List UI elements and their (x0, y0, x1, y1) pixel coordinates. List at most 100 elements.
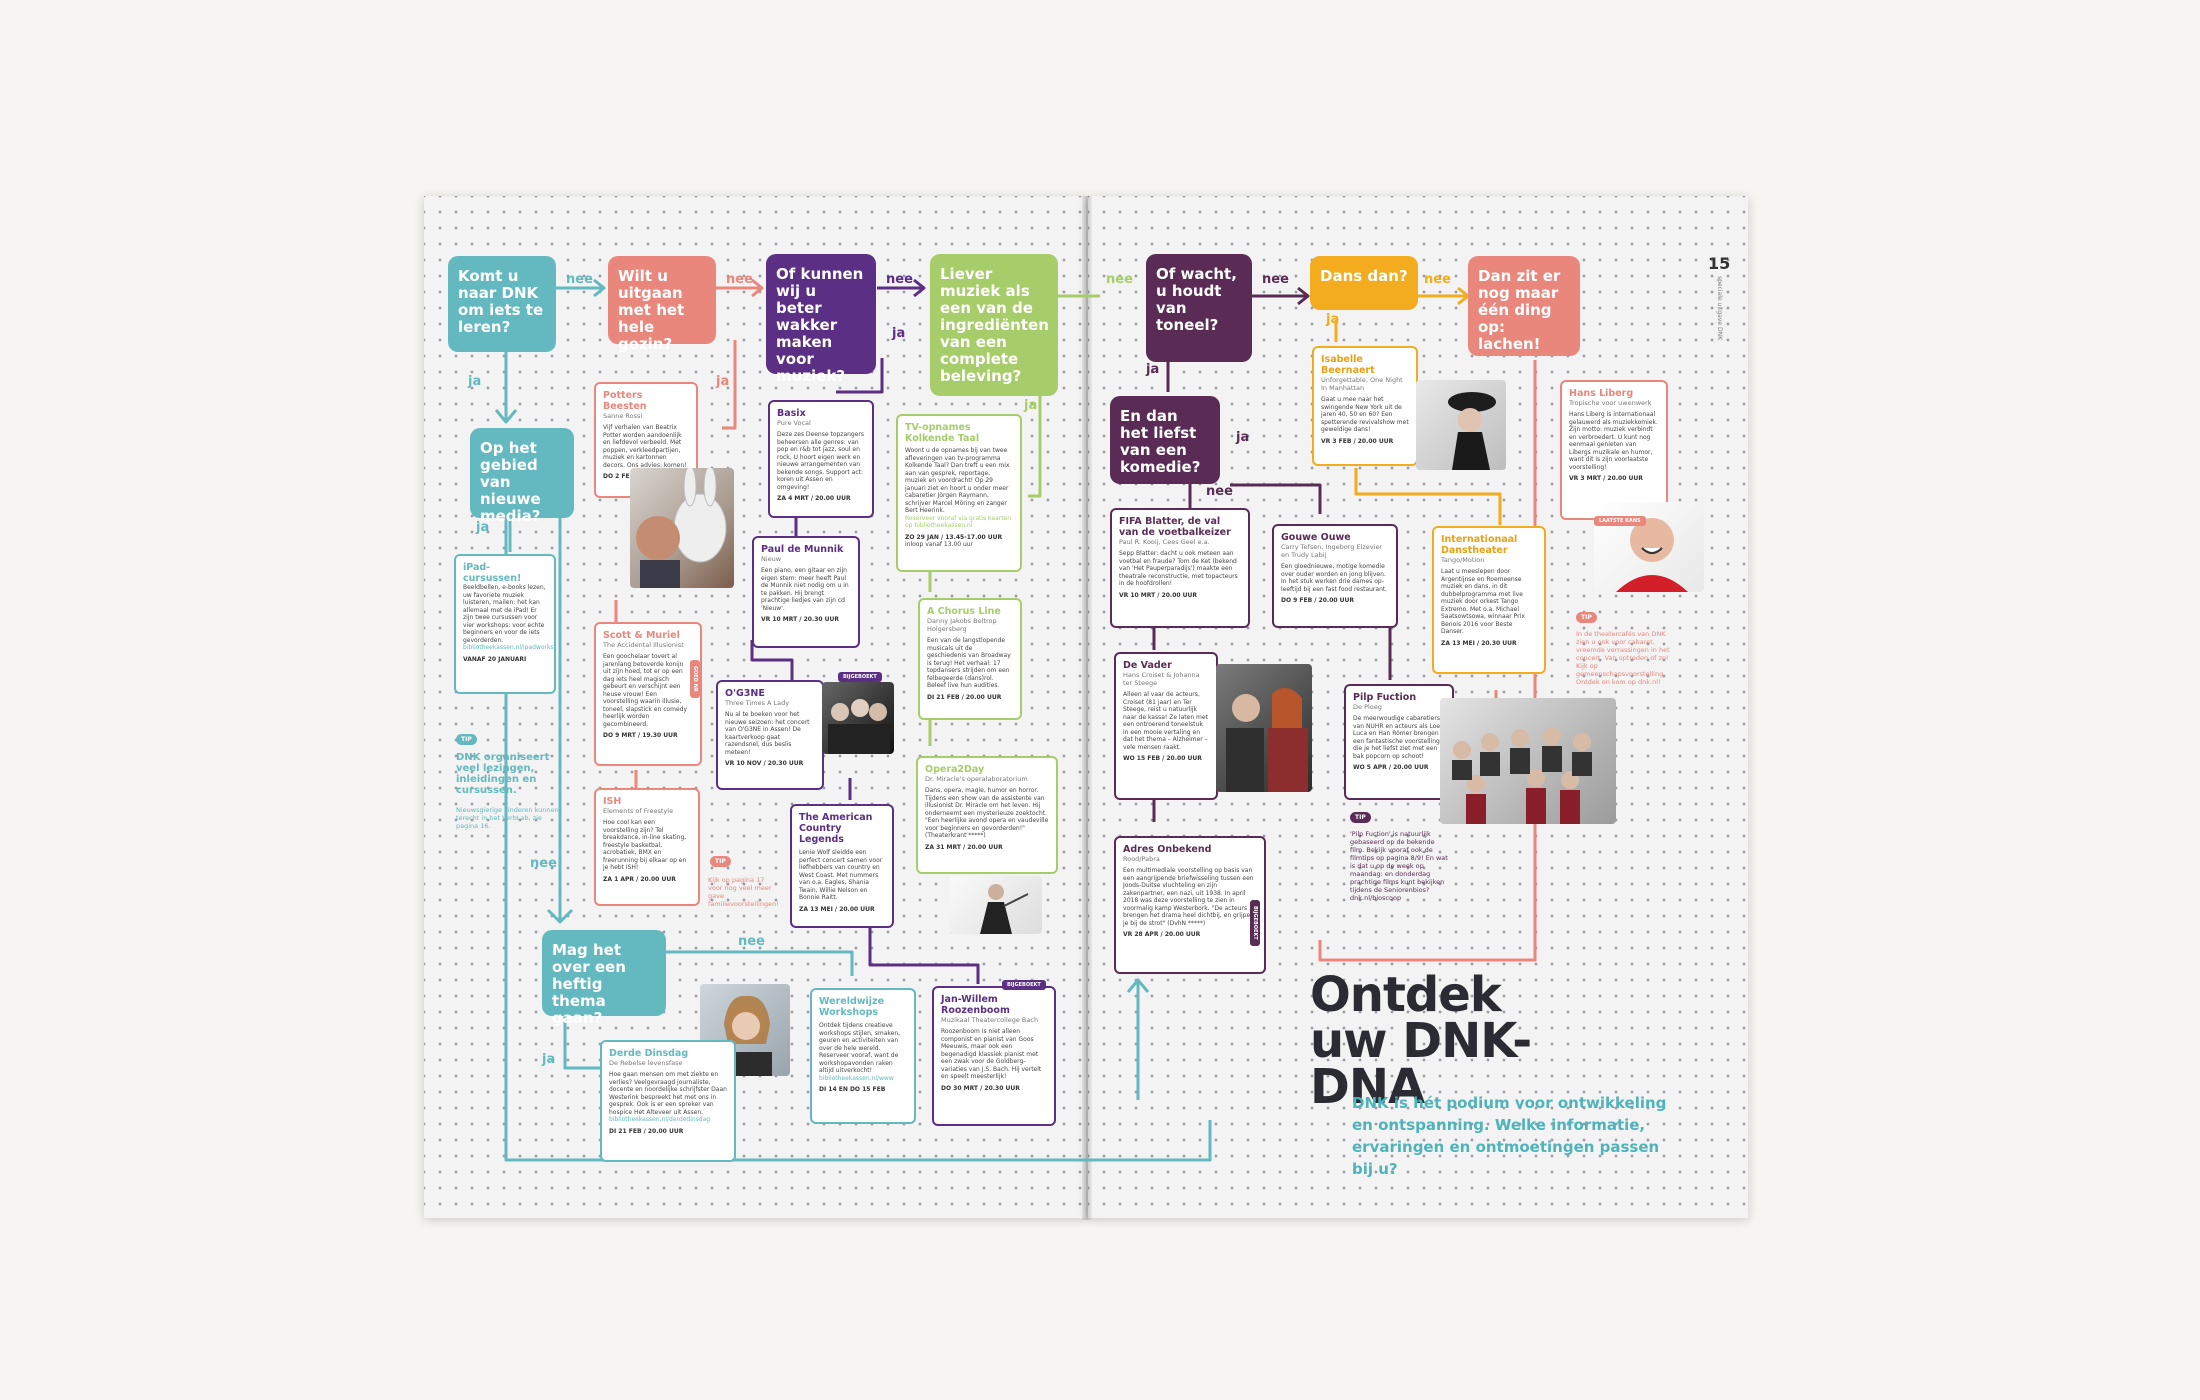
card-ish: ISH Elements of Freestyle Hoe cool kan e… (594, 788, 700, 906)
card-body: Een gloednieuwe, motige komedie over oud… (1281, 563, 1388, 593)
label-no: nee (726, 272, 753, 287)
card-date: VR 28 APR / 20.00 UUR (1123, 931, 1201, 938)
card-subtitle: De Ploeg (1353, 703, 1382, 711)
og3ne-photo (822, 682, 894, 754)
card-title: Adres Onbekend (1123, 844, 1212, 855)
card-body: Woont u de opnames bij van twee afleveri… (905, 447, 1010, 514)
label-yes: ja (716, 374, 730, 389)
card-date: VR 3 MRT / 20.00 UUR (1569, 475, 1643, 482)
card-title: Internationaal Danstheater (1441, 534, 1518, 556)
card-gouwe-ouwe: Gouwe Ouwe Carry Tefsen, Ingeborg Elzevi… (1272, 524, 1398, 628)
label-no: nee (1206, 484, 1233, 499)
label-yes: ja (1146, 362, 1160, 377)
card-body: Gaat u mee naar het swingende New York u… (1321, 396, 1409, 433)
card-subtitle: Nieuw (761, 555, 782, 563)
tip-badge: TIP (710, 856, 731, 867)
card-body: Hoe cool kan een voorstelling zijn? Tel … (603, 819, 687, 871)
question-experience: Liever muziek als een van de ingrediënte… (930, 254, 1058, 396)
card-og3ne: O'G3NE Three Times A Lady Nu al te boeke… (716, 680, 824, 790)
card-title: Pilp Fuction (1353, 692, 1417, 703)
side-tag: GOED NR (690, 660, 700, 698)
card-subtitle: Pure Vocal (777, 419, 811, 427)
card-body: Roozenboom is niet alleen componist en p… (941, 1028, 1042, 1080)
card-pilp-fuction: Pilp Fuction De Ploeg De meerwoudige cab… (1344, 684, 1454, 800)
card-body: Dans, opera, magie, humor en horror. Tij… (925, 787, 1049, 839)
label-no: nee (566, 272, 593, 287)
question-music: Of kunnen wij u beter wakker maken voor … (766, 254, 876, 385)
card-title: TV-opnames Kolkende Taal (905, 422, 980, 444)
card-subtitle: The Accidental Illusionist (603, 641, 684, 649)
card-internationaal-danstheater: Internationaal Danstheater Tango/Motion … (1432, 526, 1546, 674)
question-laugh: Dan zit er nog maar één ding op: lachen! (1468, 256, 1580, 356)
question-comedy: En dan het liefst van een komedie? (1110, 396, 1220, 484)
dancer-photo (1416, 380, 1506, 470)
card-hans-liberg: Hans Liberg Tropische voor uwenwerk Hans… (1560, 380, 1668, 520)
card-date: DI 14 EN DO 15 FEB (819, 1086, 886, 1093)
card-title: Derde Dinsdag (609, 1048, 689, 1059)
card-date: ZA 4 MRT / 20.00 UUR (777, 495, 851, 502)
card-basix: Basix Pure Vocal Deze zes Deense topzang… (768, 400, 874, 518)
card-title: Hans Liberg (1569, 388, 1634, 399)
card-date: ZO 29 JAN / 13.45-17.00 UUR (905, 533, 1003, 541)
card-date: VR 10 MRT / 20.00 UUR (1119, 591, 1198, 599)
card-date: DO 9 FEB / 20.00 UUR (1281, 597, 1355, 604)
card-subtitle: Dr. Miracle's operalaboratorium (925, 775, 1028, 783)
label-yes: ja (892, 326, 906, 341)
card-body: Lenie Wolf sleidde een perfect concert s… (799, 849, 883, 901)
cast-group-illustration (1452, 727, 1592, 824)
label-no: nee (1262, 272, 1289, 287)
tip-body: 'Pilp Fuction' is natuurlijk gebaseerd o… (1350, 830, 1448, 902)
booked-badge: BIJGEBOEKT (1250, 900, 1260, 946)
tip-title: DNK organiseert veel lezingen, inleiding… (456, 752, 550, 796)
card-date: DI 21 FEB / 20.00 UUR (609, 1127, 684, 1135)
card-link[interactable]: Reserveer vooraf via gratis kaarten op b… (905, 514, 1012, 530)
card-subtitle: Tango/Motion (1441, 556, 1485, 564)
tip-body: Kijk op pagina 17 voor nog veel meer gav… (708, 876, 779, 908)
card-body: Nu al te boeken voor het nieuwe seizoen:… (725, 711, 810, 756)
page-fold (1082, 196, 1092, 1220)
card-link[interactable]: bibliotheekassen.nl/ipadworkshop (463, 644, 556, 651)
card-link[interactable]: bibliotheekassen.nl/www (819, 1074, 894, 1082)
two-actors-illustration (1226, 687, 1308, 792)
card-subtitle: Sanne Rossi (603, 412, 643, 420)
card-link[interactable]: bibliotheekassen.nl/derdedinsdag (609, 1116, 711, 1123)
label-yes: ja (1236, 430, 1250, 445)
card-body: Sepp Blatter: dacht u ook meteen aan voe… (1119, 550, 1238, 587)
card-date: VR 3 FEB / 20.00 UUR (1321, 437, 1394, 445)
card-american-country: The American Country Legends Lenie Wolf … (790, 804, 894, 928)
card-title: Isabelle Beernaert (1321, 354, 1375, 376)
card-note: inloop vanaf 13.00 uur (905, 540, 974, 548)
card-title: O'G3NE (725, 688, 765, 699)
tip-body: In de theatercafés van DNK zien u ook vo… (1576, 630, 1670, 686)
pilp-fuction-cast-photo (1440, 698, 1616, 824)
card-body: Alleen al vaar de acteurs, Croiset (81 j… (1123, 691, 1208, 751)
card-adres-onbekend: Adres Onbekend Rood/Pabra Een multimedia… (1114, 836, 1266, 974)
card-body: Hans Liberg is internationaal gelauwerd … (1569, 411, 1658, 471)
conductor-illustration (980, 884, 1029, 934)
card-body: De meerwoudige cabaretiers van NUHR en a… (1353, 715, 1444, 760)
card-title: Potters Beesten (603, 390, 647, 412)
card-subtitle: Paul R. Kooij, Cees Geel e.a. (1119, 538, 1210, 546)
card-isabelle-beernaert: Isabelle Beernaert Unforgettable, One Ni… (1312, 346, 1418, 466)
card-body: Laat u meeslepen door Argentijnse en Roe… (1441, 568, 1525, 635)
card-date: VANAF 20 JANUARI (463, 655, 527, 663)
question-dance: Dans dan? (1310, 256, 1418, 310)
three-singers-illustration (828, 699, 890, 754)
card-title: A Chorus Line (927, 606, 1001, 617)
booked-badge: BIJGEBOEKT (1002, 980, 1046, 990)
card-tv-opnames: TV-opnames Kolkende Taal Woont u de opna… (896, 414, 1022, 572)
card-body: Beeldbellen, e-books lezen, uw favoriete… (463, 584, 546, 644)
card-body: Een van de langstlopende musicals uit de… (927, 637, 1011, 689)
card-title: Scott & Muriel (603, 630, 680, 641)
label-yes: ja (1326, 312, 1340, 327)
card-fifa-blatter: FIFA Blatter, de val van de voetbalkeize… (1110, 508, 1250, 628)
dancer-illustration (1448, 392, 1496, 470)
card-body: Deze zes Deense topzangers beheersen all… (777, 431, 865, 491)
card-title: Opera2Day (925, 764, 985, 775)
card-body: Een goochelaar tovert al jarenlang betov… (603, 653, 688, 728)
card-body: Hoe gaan mensen om met ziekte en verlies… (609, 1071, 727, 1116)
card-subtitle: Carry Tefsen, Ingeborg Elzevier en Trudy… (1281, 543, 1383, 559)
card-subtitle: Rood/Pabra (1123, 855, 1160, 863)
card-title: ISH (603, 796, 622, 807)
rabbit-mask-photo (630, 468, 734, 588)
